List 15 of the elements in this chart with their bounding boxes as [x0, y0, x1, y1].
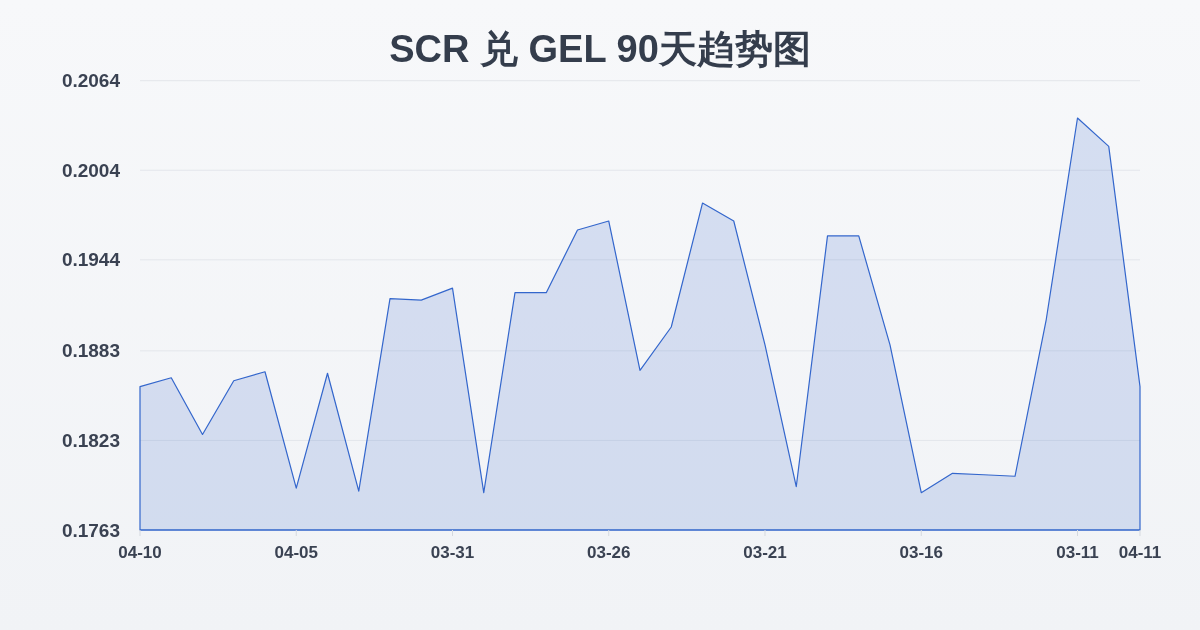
y-tick-label: 0.1823	[61, 429, 120, 451]
x-tick-label: 04-11	[1118, 543, 1162, 562]
x-tick-label: 03-26	[587, 543, 631, 562]
y-tick-label: 0.1944	[61, 249, 121, 271]
x-tick-label: 03-16	[899, 543, 943, 562]
x-tick-label: 03-31	[430, 543, 475, 562]
y-tick-label: 0.2064	[61, 70, 121, 92]
x-tick-label: 04-05	[274, 543, 318, 562]
y-tick-label: 0.1883	[61, 340, 120, 362]
y-tick-label: 0.1763	[61, 519, 120, 541]
x-tick-label: 03-21	[743, 543, 787, 562]
x-tick-label: 03-11	[1056, 543, 1099, 562]
chart-title: SCR 兑 GEL 90天趋势图	[389, 28, 811, 70]
y-tick-label: 0.2004	[61, 159, 121, 181]
x-tick-label: 04-10	[118, 543, 162, 562]
